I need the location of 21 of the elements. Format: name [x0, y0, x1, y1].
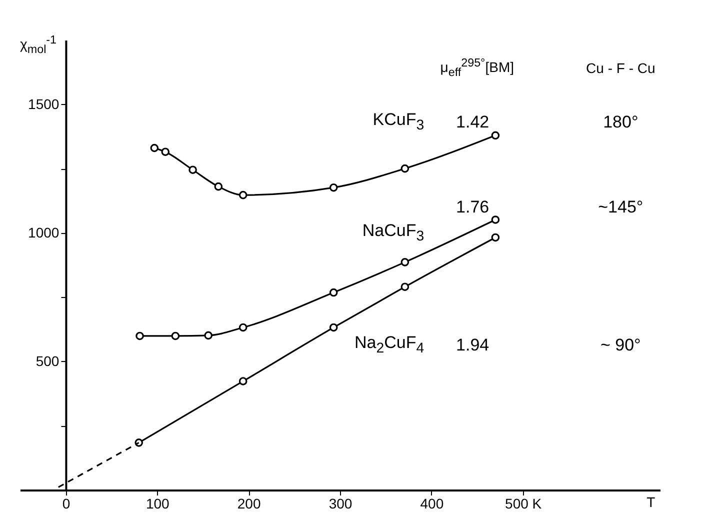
x-tick-label: 0	[62, 496, 70, 512]
y-tick-label: 1500	[28, 96, 60, 112]
series-label: KCuF$_{3}$	[372, 110, 424, 134]
annotation: Cu - F - Cu	[586, 60, 656, 76]
x-tick-label: 400	[420, 496, 444, 512]
x-tick-label: 300	[328, 496, 352, 512]
x-tick-label: 100	[146, 496, 170, 512]
annotation: 1.94	[456, 335, 490, 354]
y-tick-label: 1000	[28, 224, 60, 240]
series-label: Na$_{2}$CuF$_{4}$	[354, 332, 424, 356]
series-label: NaCuF$_{3}$	[362, 221, 424, 244]
annotation: μ$_{eff}$$^{295°}$[BM]	[440, 56, 514, 80]
annotation: 1.42	[456, 112, 490, 132]
x-tick-label: 500 K	[505, 496, 542, 512]
x-tick-label: 200	[237, 496, 261, 512]
y-tick-label: 500	[36, 352, 60, 369]
annotation: 180°	[603, 112, 638, 132]
annotation: 1.76	[456, 198, 490, 217]
annotation: ~ 90°	[600, 335, 641, 354]
x-axis-title: T	[646, 494, 656, 510]
annotation: ~145°	[598, 198, 644, 217]
